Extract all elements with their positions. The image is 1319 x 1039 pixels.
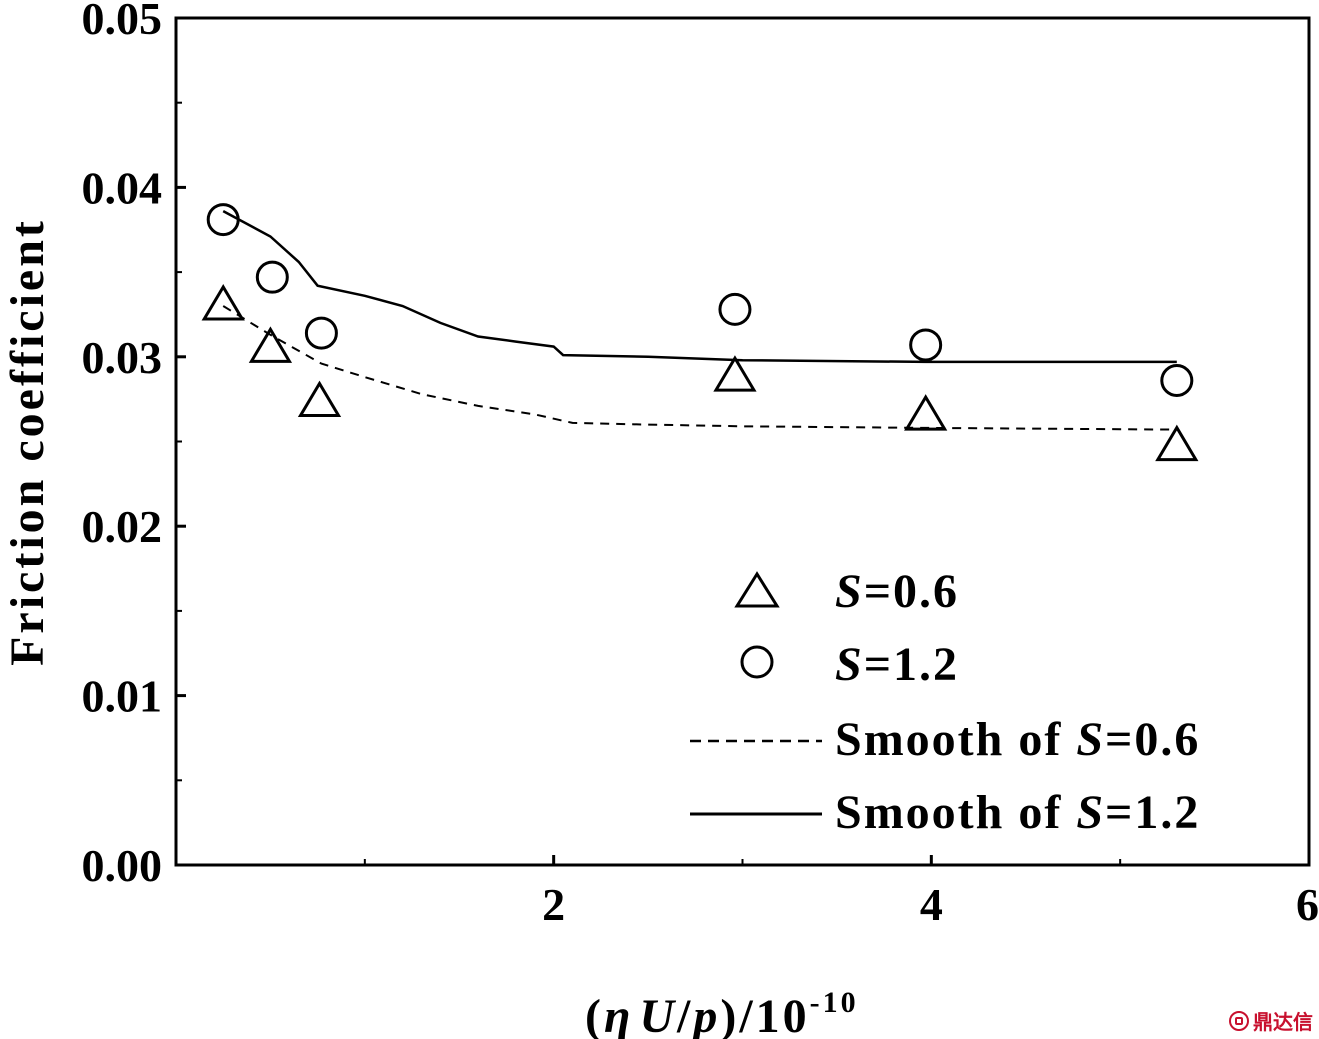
x-tick-label: 4 xyxy=(920,879,943,930)
x-axis-label: (η U/p)/10-10 xyxy=(585,986,859,1039)
circle-marker xyxy=(1160,364,1194,398)
x-tick-label: 6 xyxy=(1296,879,1319,930)
circle-marker xyxy=(206,203,240,237)
triangle-marker xyxy=(1155,424,1199,462)
watermark: 鼎达信 xyxy=(1229,1006,1313,1035)
triangle-marker xyxy=(713,355,757,392)
legend-marker-circle xyxy=(740,645,774,679)
y-tick-label: 0.02 xyxy=(82,501,163,552)
circle-marker xyxy=(304,316,338,350)
triangle-marker xyxy=(201,284,245,321)
y-axis-label: Friction coefficient xyxy=(1,218,54,666)
circle-marker xyxy=(909,328,943,362)
series-markers xyxy=(201,203,1199,462)
x-tick-label: 2 xyxy=(542,879,565,930)
tick-labels: 0.00 0.01 0.02 0.03 0.04 0.05 2 4 6 xyxy=(82,0,1319,930)
watermark-text: 鼎达信 xyxy=(1253,1010,1313,1034)
series-line-3 xyxy=(222,209,1177,364)
legend-item-smooth-s06: Smooth of S=0.6 xyxy=(690,713,1200,766)
legend-label-smooth-s12: Smooth of S=1.2 xyxy=(835,786,1200,839)
y-tick-label: 0.01 xyxy=(82,671,163,722)
legend-label-s06: S=0.6 xyxy=(835,565,959,618)
triangle-marker xyxy=(248,326,293,363)
y-tick-label: 0.00 xyxy=(82,840,163,891)
legend-item-s12: S=1.2 xyxy=(740,638,959,691)
triangle-marker xyxy=(297,380,342,418)
axis-ticks xyxy=(176,16,1311,867)
legend: S=0.6 S=1.2 Smooth of S=0.6 Smooth of S=… xyxy=(690,565,1200,839)
circle-marker xyxy=(255,260,289,294)
logo-icon xyxy=(1229,1010,1249,1031)
legend-marker-triangle xyxy=(734,571,780,608)
y-tick-label: 0.05 xyxy=(82,0,163,44)
legend-item-smooth-s12: Smooth of S=1.2 xyxy=(690,786,1200,839)
circle-marker xyxy=(718,292,752,326)
y-tick-label: 0.04 xyxy=(82,162,163,213)
legend-label-s12: S=1.2 xyxy=(835,638,959,691)
series-lines xyxy=(222,209,1177,431)
legend-item-s06: S=0.6 xyxy=(734,565,959,618)
legend-label-smooth-s06: Smooth of S=0.6 xyxy=(835,713,1200,766)
y-tick-label: 0.03 xyxy=(82,332,163,383)
series-line-2 xyxy=(222,305,1177,431)
triangle-marker xyxy=(904,394,948,431)
